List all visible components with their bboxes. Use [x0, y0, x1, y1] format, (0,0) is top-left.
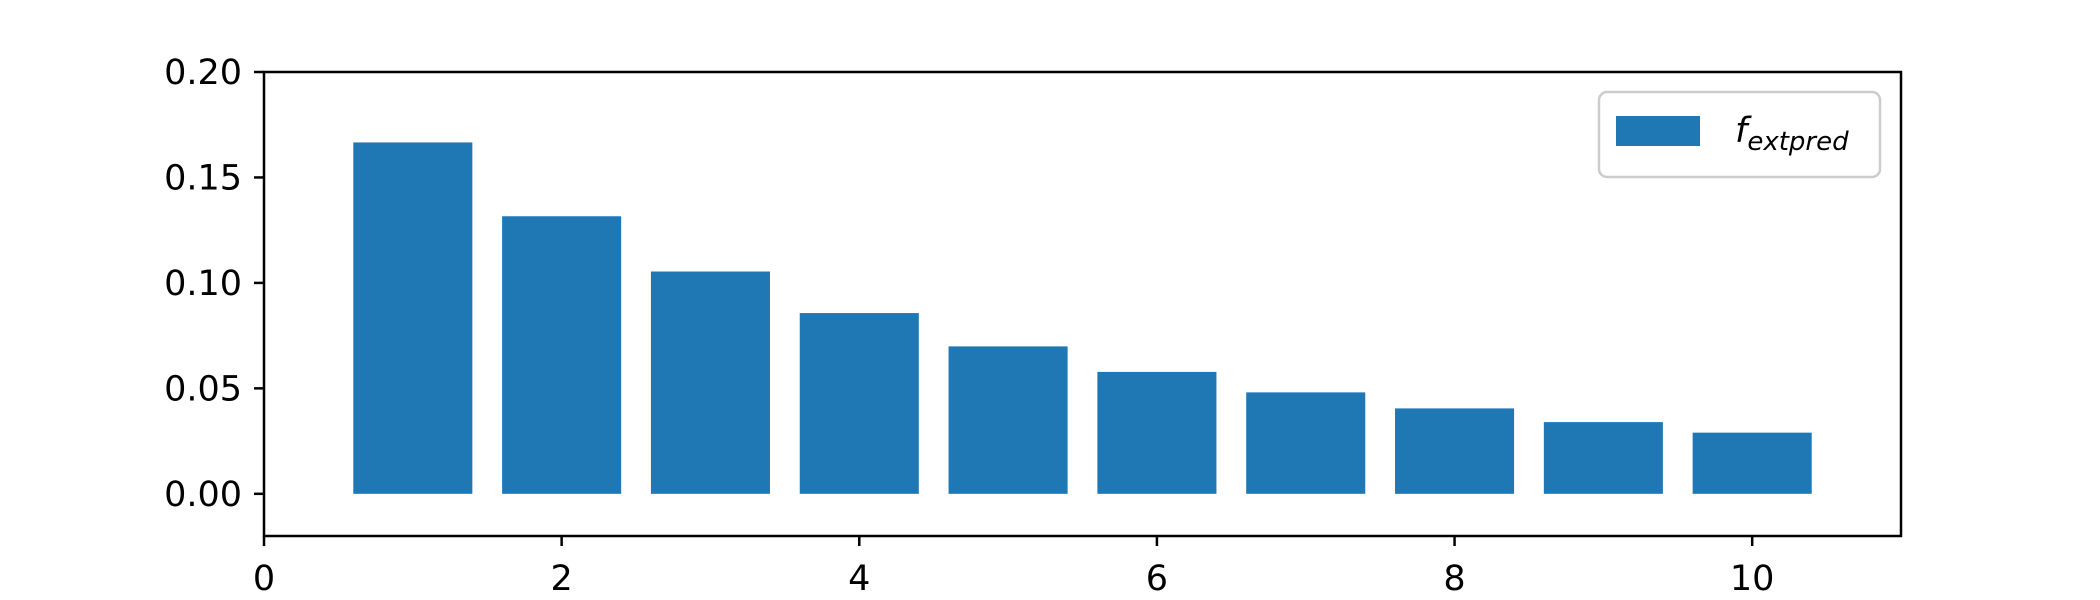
bar-3: [650, 271, 770, 494]
x-tick-label-10: 10: [1730, 559, 1775, 599]
y-tick-label-0.00: 0.00: [164, 475, 242, 515]
plot-frame: [262, 70, 1903, 538]
x-axis: 0 2 4 6 8 10: [253, 536, 1775, 599]
bar-2: [502, 216, 622, 494]
x-tick-label-0: 0: [253, 559, 275, 599]
bar-4: [799, 313, 919, 494]
legend-box: [1597, 90, 1882, 179]
bars-group: [353, 142, 1812, 494]
x-tick-label-8: 8: [1443, 559, 1465, 599]
legend-label-subscript: extpred: [1747, 127, 1849, 157]
bar-7: [1246, 392, 1366, 494]
x-tick-label-2: 2: [550, 559, 572, 599]
legend-swatch: [1616, 116, 1700, 146]
y-tick-label-0.05: 0.05: [164, 369, 242, 409]
bar-5: [948, 346, 1068, 494]
y-tick-label-0.10: 0.10: [164, 264, 242, 304]
legend: fextpred: [1597, 90, 1882, 179]
y-tick-label-0.15: 0.15: [164, 158, 242, 198]
bar-8: [1395, 408, 1515, 494]
bar-10: [1692, 432, 1812, 494]
y-axis: 0.00 0.05 0.10 0.15 0.20: [164, 53, 264, 515]
y-tick-label-0.20: 0.20: [164, 53, 242, 93]
bar-1: [353, 142, 473, 494]
x-tick-label-6: 6: [1146, 559, 1168, 599]
bar-9: [1543, 422, 1663, 494]
bar-6: [1097, 371, 1217, 494]
x-tick-label-4: 4: [848, 559, 870, 599]
